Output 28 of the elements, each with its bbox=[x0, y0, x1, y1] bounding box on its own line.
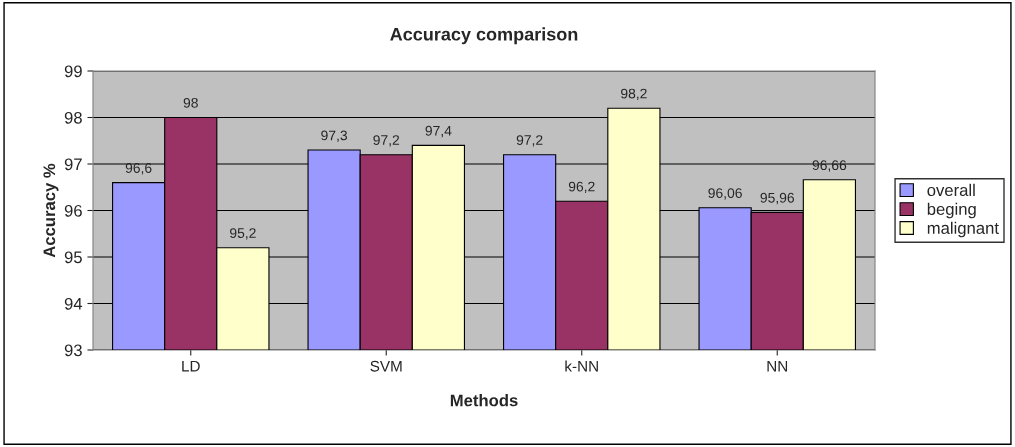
y-tick-label: 96 bbox=[64, 204, 82, 217]
data-label: 98 bbox=[183, 97, 198, 108]
data-label: 97,2 bbox=[373, 135, 400, 147]
data-label: 95,2 bbox=[230, 228, 256, 240]
data-label: 98,2 bbox=[621, 88, 647, 101]
legend-label: beging bbox=[927, 202, 976, 219]
data-label: 97,2 bbox=[516, 135, 543, 147]
y-axis-title: Accuracy % bbox=[43, 163, 59, 258]
legend-label: overall bbox=[927, 183, 975, 197]
x-axis-title: Methods bbox=[450, 394, 518, 407]
chart-title: Accuracy comparison bbox=[390, 27, 578, 45]
y-tick-label: 95 bbox=[64, 251, 82, 264]
data-label: 97,3 bbox=[321, 130, 348, 142]
data-label: 95,96 bbox=[760, 192, 795, 205]
x-tick-label: k-NN bbox=[565, 360, 598, 372]
data-label: 97,4 bbox=[425, 125, 452, 138]
x-tick-label: NN bbox=[767, 360, 788, 372]
y-tick-label: 98 bbox=[64, 111, 82, 124]
data-label: 96,6 bbox=[125, 163, 152, 175]
legend-label: malignant bbox=[927, 221, 999, 238]
x-tick-label: LD bbox=[182, 360, 200, 372]
y-tick-label: 93 bbox=[64, 344, 82, 357]
y-tick-label: 97 bbox=[64, 158, 82, 171]
y-tick-label: 99 bbox=[64, 65, 82, 78]
data-label: 96,06 bbox=[708, 188, 742, 200]
x-tick-label: SVM bbox=[370, 360, 402, 372]
y-tick-label: 94 bbox=[64, 297, 83, 310]
data-label: 96,2 bbox=[568, 181, 595, 194]
